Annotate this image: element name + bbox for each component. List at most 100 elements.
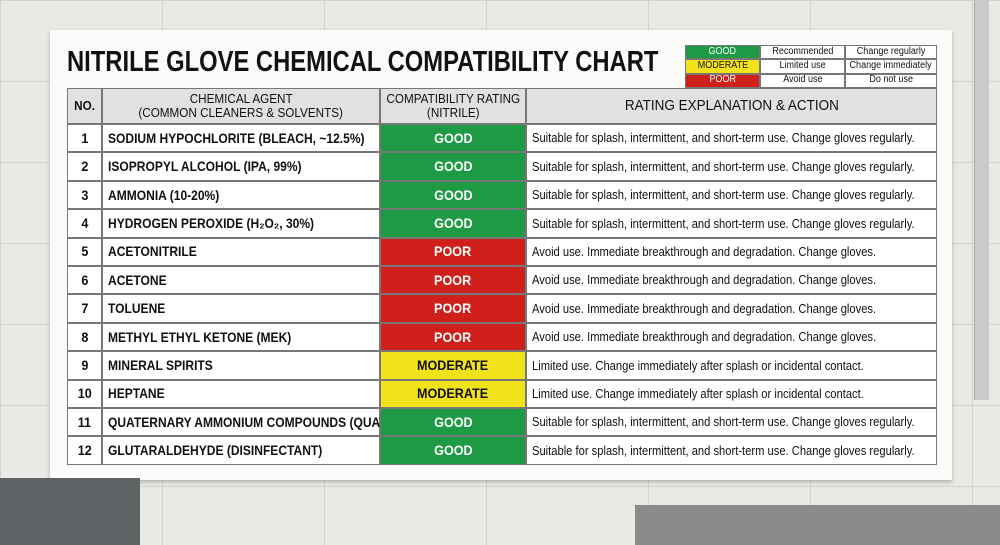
counter <box>635 505 1000 545</box>
cell-text: POOR <box>434 271 472 288</box>
rating: POOR <box>380 266 526 295</box>
legend-rating: MODERATE <box>685 59 760 74</box>
cell-text: HEPTANE <box>108 385 165 402</box>
rating: POOR <box>380 237 526 266</box>
cell-text: GOOD <box>433 186 473 203</box>
cell-text: 12 <box>77 442 92 459</box>
row-no: 3 <box>67 180 102 210</box>
row-no: 1 <box>67 124 102 153</box>
cell-text: GLUTARALDEHYDE (DISINFECTANT) <box>108 442 323 459</box>
cell-text: COMPATIBILITY RATING <box>386 91 520 107</box>
explanation: Suitable for splash, intermittent, and s… <box>526 436 937 465</box>
rating: GOOD <box>380 124 526 153</box>
legend-meaning: Recommended <box>760 45 845 60</box>
header-agent: CHEMICAL AGENT (COMMON CLEANERS & SOLVENT… <box>102 88 380 124</box>
cell-text: 6 <box>80 271 89 288</box>
cell-text: Limited use <box>779 60 826 72</box>
legend-action: Do not use <box>845 73 937 88</box>
cell-text: 7 <box>80 300 89 317</box>
chemical-agent: HYDROGEN PEROXIDE (H₂O₂, 30%) <box>102 209 380 238</box>
cell-text: Change immediately <box>849 60 933 72</box>
cell-text: Suitable for splash, intermittent, and s… <box>532 215 915 231</box>
cell-text: Avoid use. Immediate breakthrough and de… <box>532 300 877 316</box>
cell-text: Suitable for splash, intermittent, and s… <box>532 442 915 458</box>
chemical-agent: QUATERNARY AMMONIUM COMPOUNDS (QUATS) <box>102 408 399 437</box>
row-no: 2 <box>67 152 102 181</box>
rating: MODERATE <box>380 351 526 380</box>
cell-text: Change regularly <box>856 45 926 57</box>
cell-text: MODERATE <box>417 385 489 402</box>
explanation: Avoid use. Immediate breakthrough and de… <box>526 322 937 352</box>
explanation: Avoid use. Immediate breakthrough and de… <box>526 237 937 266</box>
rating: POOR <box>380 294 526 323</box>
title: NITRILE GLOVE CHEMICAL COMPATIBILITY CHA… <box>67 46 659 78</box>
explanation: Avoid use. Immediate breakthrough and de… <box>526 266 937 295</box>
cell-text: 9 <box>80 357 89 374</box>
legend-meaning: Avoid use <box>760 73 845 88</box>
cell-text: NO. <box>74 98 95 114</box>
chemical-agent: ISOPROPYL ALCOHOL (IPA, 99%) <box>102 152 380 181</box>
pipe <box>974 0 989 400</box>
cell-text: METHYL ETHYL KETONE (MEK) <box>108 328 292 345</box>
row-no: 8 <box>67 322 102 352</box>
header-rating: COMPATIBILITY RATING (NITRILE) <box>380 88 526 124</box>
cell-text: MODERATE <box>417 357 489 374</box>
cell-text: 1 <box>80 129 89 146</box>
cell-text: POOR <box>434 243 472 260</box>
row-no: 9 <box>67 351 102 380</box>
cell-text: Suitable for splash, intermittent, and s… <box>532 158 915 174</box>
row-no: 4 <box>67 209 102 238</box>
legend-action: Change immediately <box>845 59 937 74</box>
row-no: 7 <box>67 294 102 323</box>
explanation: Suitable for splash, intermittent, and s… <box>526 408 937 437</box>
legend-rating: GOOD <box>685 45 760 60</box>
cell-text: (COMMON CLEANERS & SOLVENTS) <box>138 105 344 120</box>
cell-text: SODIUM HYPOCHLORITE (BLEACH, ~12.5%) <box>108 129 365 146</box>
chemical-agent: ACETONITRILE <box>102 237 380 266</box>
explanation: Limited use. Change immediately after sp… <box>526 351 937 380</box>
row-no: 10 <box>67 379 102 408</box>
header-explanation: RATING EXPLANATION & ACTION <box>526 88 937 124</box>
explanation: Suitable for splash, intermittent, and s… <box>526 209 937 238</box>
cell-text: (NITRILE) <box>426 105 480 120</box>
rating: GOOD <box>380 436 526 465</box>
header-no: NO. <box>67 88 102 124</box>
cell-text: 10 <box>77 385 92 402</box>
cell-text: ISOPROPYL ALCOHOL (IPA, 99%) <box>108 158 302 175</box>
chemical-agent: METHYL ETHYL KETONE (MEK) <box>102 322 380 352</box>
cell-text: GOOD <box>433 129 473 146</box>
cell-text: MODERATE <box>697 60 748 72</box>
cell-text: ACETONITRILE <box>108 243 197 260</box>
rating: GOOD <box>380 408 526 437</box>
cell-text: MINERAL SPIRITS <box>108 357 213 374</box>
chemical-agent: TOLUENE <box>102 294 380 323</box>
legend-meaning: Limited use <box>760 59 845 74</box>
cell-text: Avoid use. Immediate breakthrough and de… <box>532 329 877 345</box>
chemical-agent: AMMONIA (10-20%) <box>102 180 380 210</box>
rating: POOR <box>380 322 526 352</box>
explanation: Suitable for splash, intermittent, and s… <box>526 124 937 153</box>
rating: GOOD <box>380 180 526 210</box>
cell-text: ACETONE <box>108 271 167 288</box>
explanation: Limited use. Change immediately after sp… <box>526 379 937 408</box>
cell-text: Avoid use. Immediate breakthrough and de… <box>532 243 877 259</box>
cell-text: Do not use <box>869 74 913 86</box>
cell-text: Avoid use <box>782 74 823 86</box>
cell-text: Recommended <box>771 45 834 57</box>
legend-rating: POOR <box>685 73 760 88</box>
cell-text: 3 <box>80 186 89 203</box>
chemical-agent: MINERAL SPIRITS <box>102 351 380 380</box>
cell-text: 8 <box>80 328 89 345</box>
cell-text: Suitable for splash, intermittent, and s… <box>532 414 915 430</box>
cell-text: Suitable for splash, intermittent, and s… <box>532 130 915 146</box>
counter <box>0 478 140 545</box>
row-no: 11 <box>67 408 102 437</box>
cell-text: POOR <box>434 328 472 345</box>
cell-text: GOOD <box>433 442 473 459</box>
row-no: 5 <box>67 237 102 266</box>
cell-text: Suitable for splash, intermittent, and s… <box>532 187 915 203</box>
cell-text: POOR <box>434 300 472 317</box>
cell-text: CHEMICAL AGENT <box>189 91 293 107</box>
rating: GOOD <box>380 209 526 238</box>
cell-text: 4 <box>80 215 89 232</box>
